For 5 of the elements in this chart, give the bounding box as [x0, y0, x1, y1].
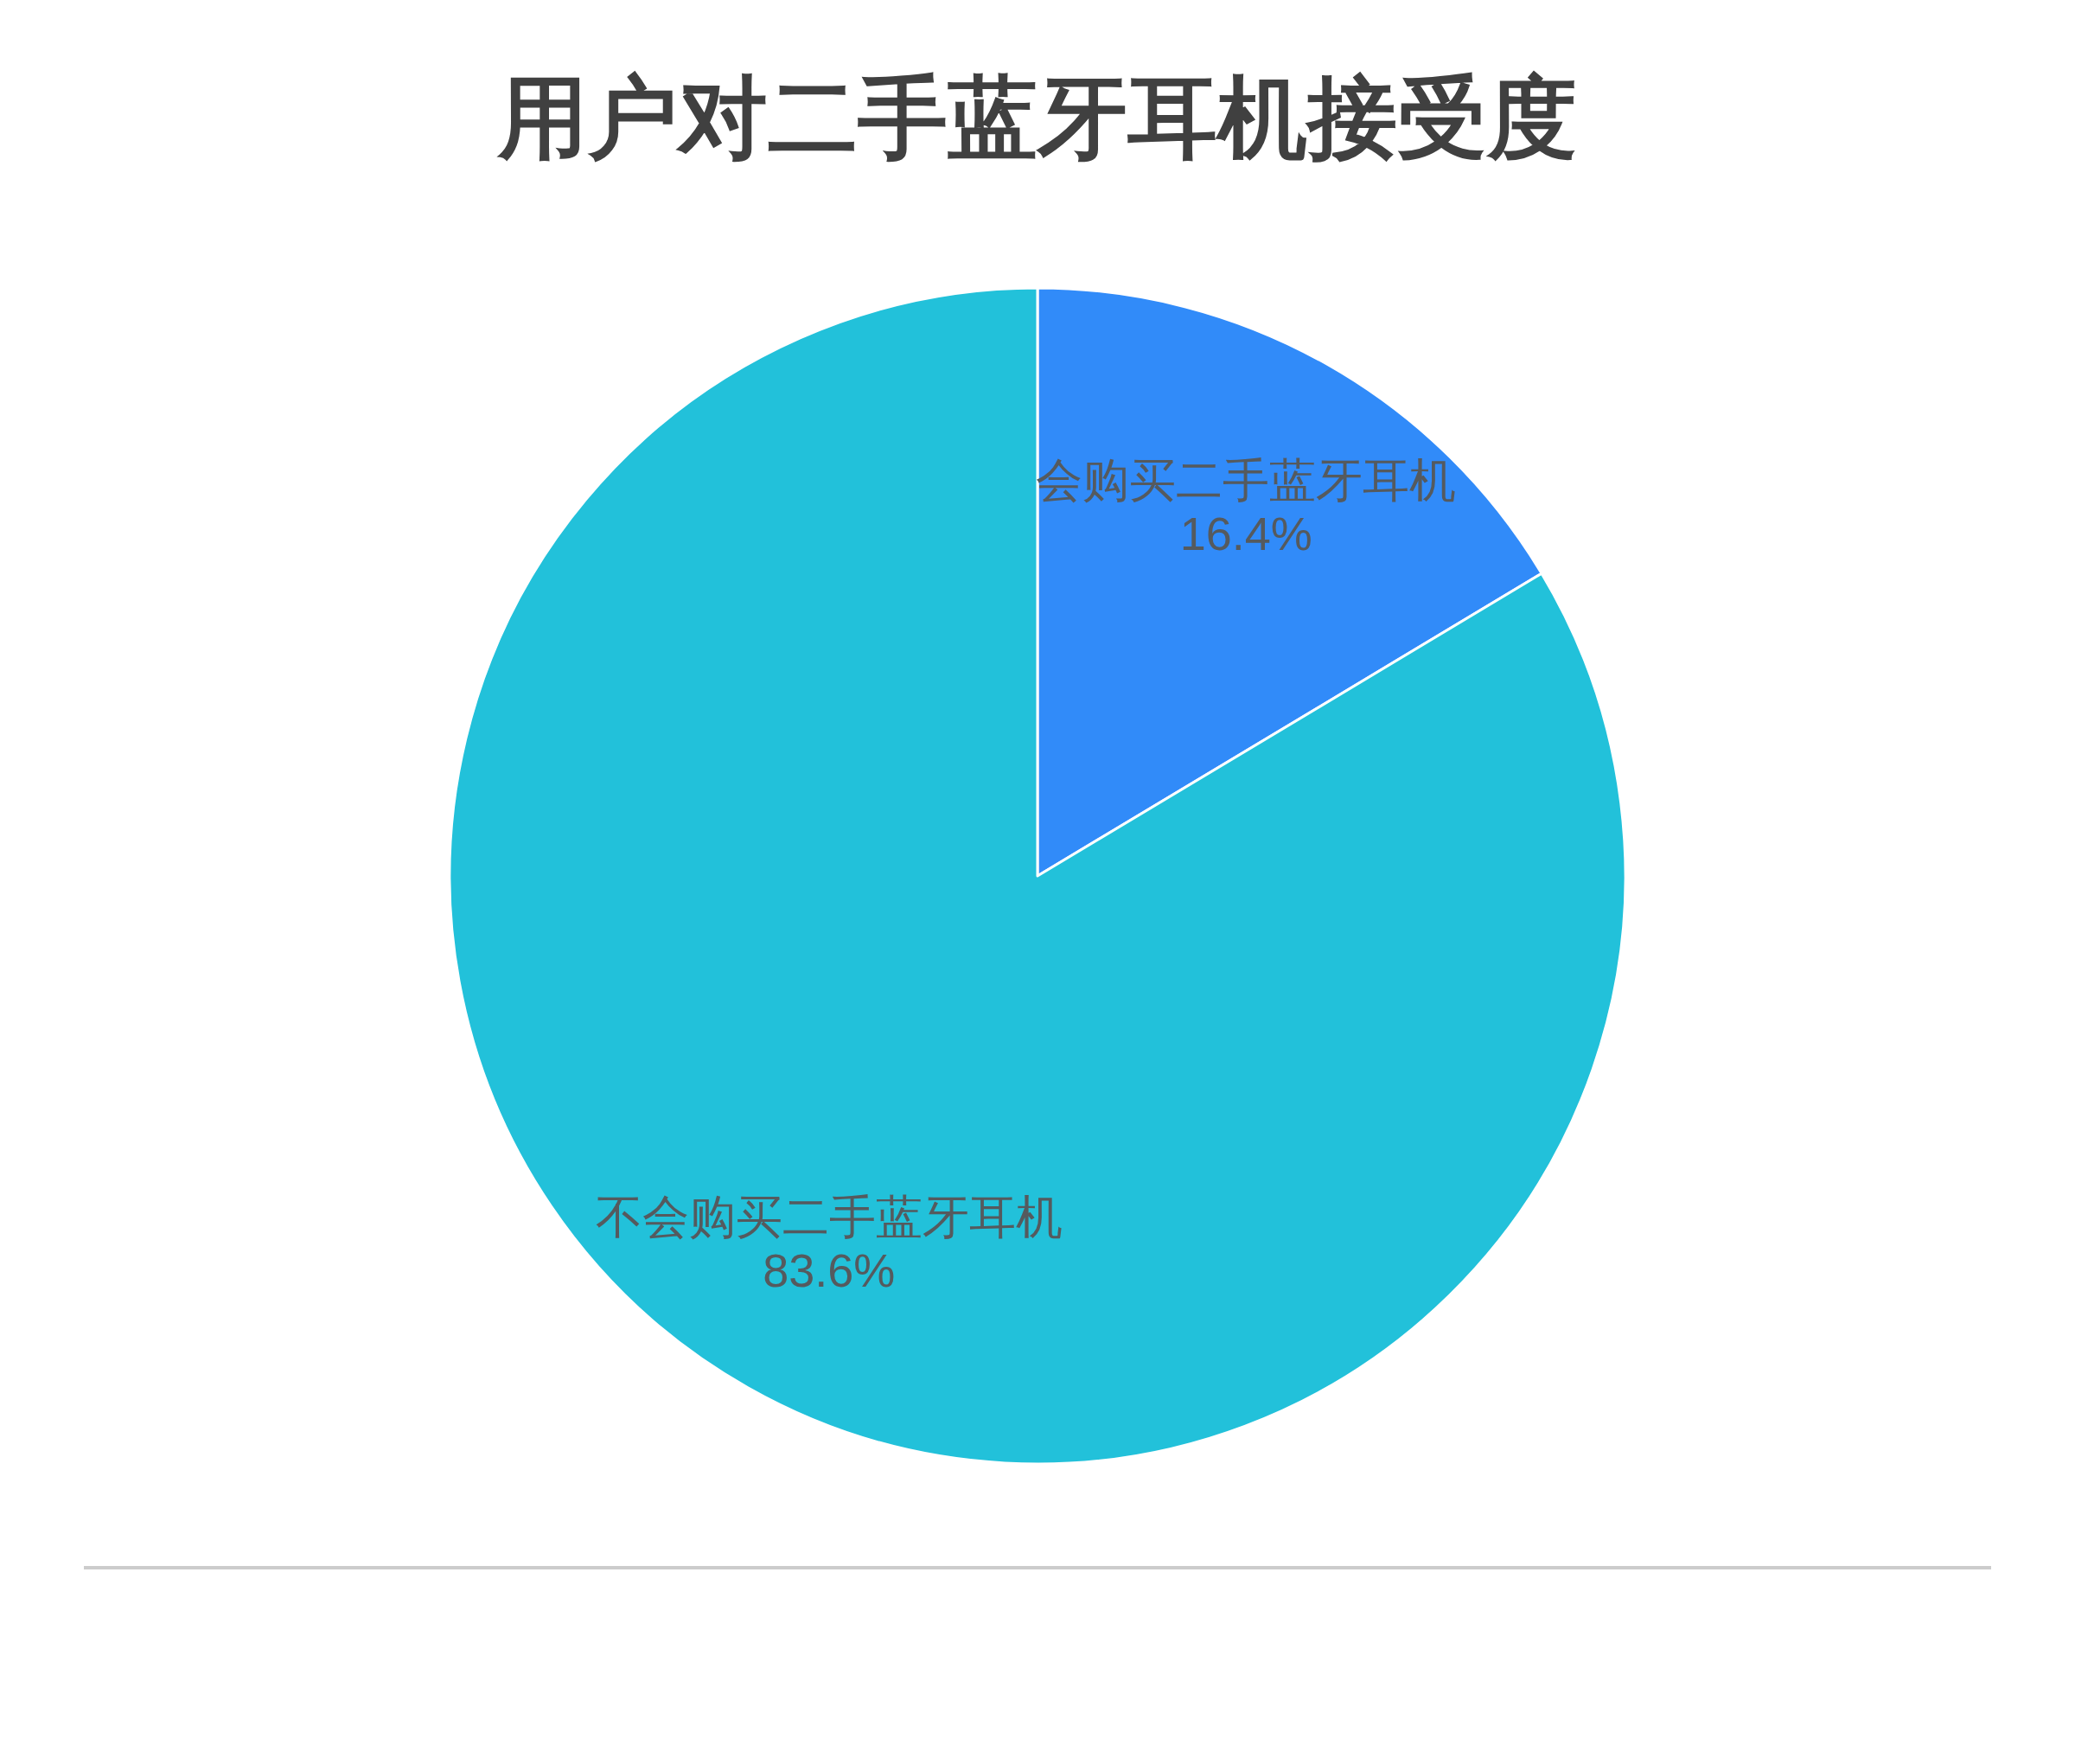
data-label: 83.6%	[763, 1244, 896, 1297]
data-label: 16.4%	[1179, 507, 1312, 559]
pie-slice	[448, 286, 1627, 1465]
slice-label: 不会购买二手蓝牙耳机	[595, 1191, 1063, 1243]
chart-title: 用户对二手蓝牙耳机接受度	[496, 67, 1577, 168]
